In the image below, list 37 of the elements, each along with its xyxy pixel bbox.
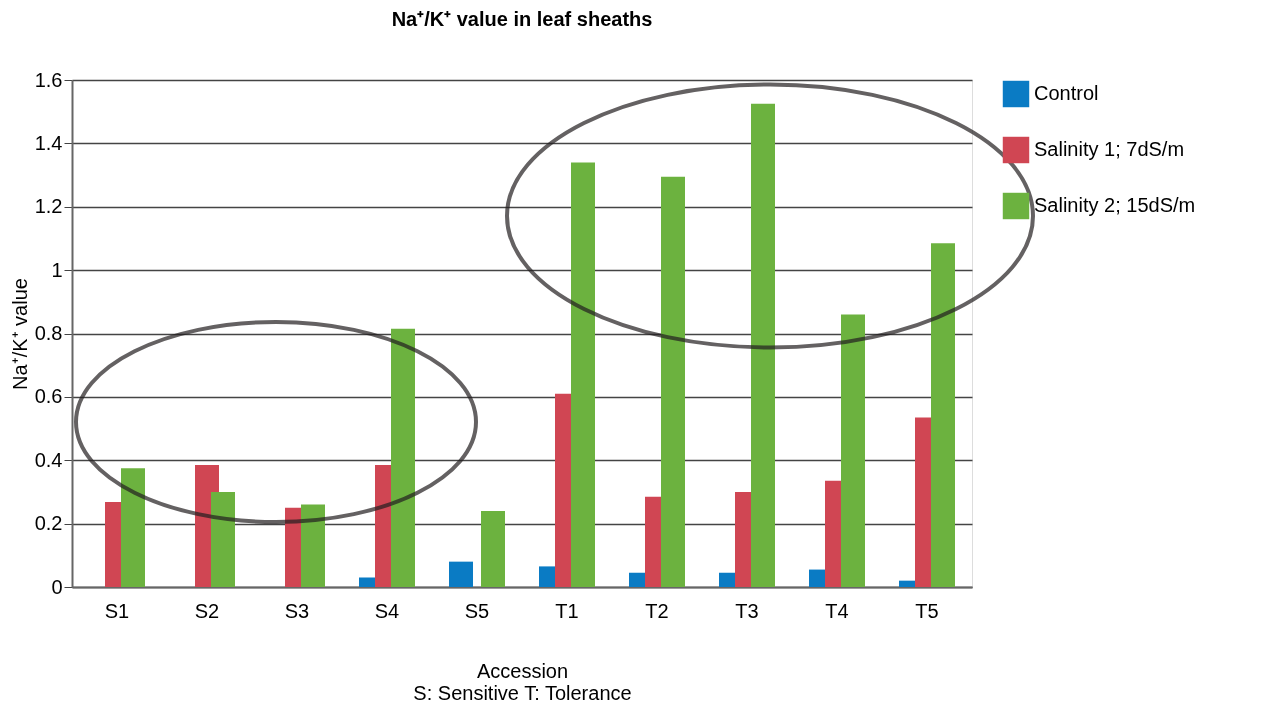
x-tick-label: S5 (464, 599, 490, 622)
bar (449, 561, 473, 587)
bar (751, 103, 775, 587)
legend-label: Control (1034, 82, 1099, 104)
y-tick-label: 1.6 (34, 68, 63, 91)
x-tick-label: T2 (645, 599, 669, 622)
bar (121, 468, 145, 587)
x-tick-label: S1 (104, 599, 130, 622)
legend-label: Salinity 1; 7dS/m (1034, 138, 1185, 160)
bar (301, 504, 325, 587)
x-axis-title: Accession (476, 659, 569, 682)
bar (931, 243, 955, 587)
y-tick-label: 0.2 (34, 512, 63, 535)
bar (391, 328, 415, 587)
y-tick-label: 0.8 (34, 322, 63, 344)
chart-title: Na⁺/K⁺ value in leaf sheaths (391, 8, 653, 30)
x-tick-label: S4 (374, 599, 400, 622)
bar (661, 176, 685, 587)
bar (571, 162, 595, 587)
y-tick-label: 1.2 (34, 195, 63, 218)
x-tick-label: T4 (825, 599, 849, 622)
bar (211, 491, 235, 587)
y-tick-label: 0.4 (34, 448, 63, 471)
y-axis-title: Na⁺/K⁺ value (8, 278, 31, 390)
text: S: Sensitive T: Tolerance (413, 681, 632, 704)
x-tick-label: T1 (555, 599, 579, 622)
bar (481, 510, 505, 587)
x-tick-label: T5 (915, 599, 939, 622)
x-tick-label: S2 (194, 599, 220, 622)
y-tick-label: 1 (51, 258, 63, 281)
x-tick-label: S3 (284, 599, 310, 622)
y-tick-label: 0 (51, 575, 63, 598)
y-tick-label: 1.4 (34, 131, 63, 154)
y-tick-label: 0.6 (34, 385, 63, 408)
x-tick-label: T3 (735, 599, 759, 622)
bar (841, 314, 865, 587)
legend-label: Salinity 2; 15dS/m (1034, 194, 1196, 216)
